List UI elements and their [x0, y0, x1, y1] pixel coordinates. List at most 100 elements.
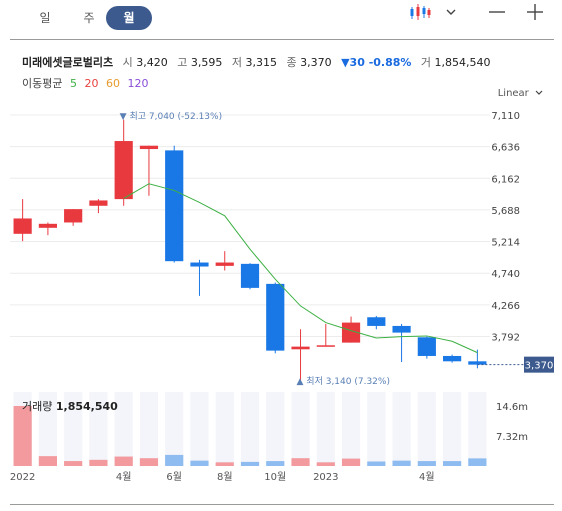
- volume-bar: [316, 462, 335, 466]
- candle-body: [341, 322, 361, 343]
- change-value: ▼30 -0.88%: [341, 56, 412, 69]
- volume-bar: [190, 460, 209, 466]
- candle-body: [240, 263, 260, 288]
- candle-body: [266, 283, 285, 351]
- volume-bar: [38, 456, 57, 466]
- minus-icon[interactable]: [486, 0, 508, 24]
- plus-icon[interactable]: [524, 0, 546, 24]
- y-tick-label: 5,688: [491, 206, 520, 217]
- volume-bg: [139, 392, 159, 466]
- last-price-badge: [524, 356, 554, 373]
- high-label: 고: [177, 56, 188, 69]
- footer-divider: [10, 504, 554, 505]
- scale-mode-label: Linear: [497, 88, 529, 99]
- chevron-down-icon: [535, 90, 543, 95]
- volume-bar: [266, 461, 285, 466]
- tab-week[interactable]: 주: [83, 11, 95, 25]
- y-tick-label: 4,266: [491, 301, 520, 312]
- volume-bar: [139, 458, 159, 466]
- candle-body: [443, 355, 462, 362]
- volume-bar: [417, 461, 436, 466]
- y-tick-label: 6,636: [491, 143, 520, 154]
- volume-bg: [341, 392, 361, 466]
- candle-body: [215, 262, 234, 266]
- close-value: 3,370: [300, 56, 332, 69]
- volume-bar: [367, 461, 386, 466]
- candle-body: [417, 337, 436, 356]
- candle-body: [165, 150, 184, 262]
- volume-bg: [215, 392, 234, 466]
- x-tick-label: 8월: [217, 471, 233, 483]
- volume-bg: [266, 392, 285, 466]
- price-summary: 미래에셋글로벌리츠 시 3,420 고 3,595 저 3,315 종 3,37…: [22, 54, 497, 70]
- x-tick-label: 2022: [10, 472, 35, 483]
- candle-body: [468, 361, 487, 365]
- candle-body: [64, 209, 83, 223]
- volume-bar: [443, 461, 462, 466]
- candle-body: [367, 317, 386, 326]
- ma5-line: [123, 183, 478, 354]
- volume-bg: [64, 392, 83, 466]
- volume-bar: [341, 458, 361, 466]
- volume-bar: [64, 461, 83, 466]
- x-tick-label: 2023: [313, 472, 338, 483]
- volume-bar: [240, 461, 260, 466]
- x-tick-label: 10월: [264, 471, 286, 483]
- tab-month[interactable]: 월: [106, 6, 152, 30]
- open-value: 3,420: [136, 56, 168, 69]
- high-value: 3,595: [190, 56, 223, 69]
- volume-bg: [240, 392, 260, 466]
- candle-body: [13, 218, 32, 234]
- last-price-label: 3,370: [525, 361, 554, 372]
- x-tick-label: 4월: [419, 471, 435, 483]
- y-tick-label: 5,214: [491, 238, 520, 249]
- candle-body: [114, 141, 133, 200]
- candle-body: [89, 200, 108, 206]
- low-label: 저: [231, 56, 242, 69]
- candle-body: [291, 346, 310, 350]
- max-annotation: ▼ 최고 7,040 (-52.13%): [120, 111, 222, 122]
- y-tick-label: 3,792: [491, 332, 520, 343]
- volume-bg: [367, 392, 386, 466]
- candle-body: [392, 325, 411, 333]
- volume-bar: [291, 458, 310, 466]
- volume-bar: [165, 454, 184, 466]
- volume-bg: [443, 392, 462, 466]
- volume-bar: [114, 456, 133, 466]
- close-label: 종: [286, 56, 297, 69]
- ma-5[interactable]: 5: [69, 77, 77, 90]
- stock-name: 미래에셋글로벌리츠: [22, 56, 114, 69]
- x-tick-label: 4월: [116, 471, 132, 483]
- volume-bg: [417, 392, 436, 466]
- volume-y-tick-label: 14.6m: [496, 402, 528, 413]
- ma-label: 이동평균: [22, 77, 63, 90]
- chevron-down-icon[interactable]: [444, 0, 458, 24]
- volume-bg: [89, 392, 108, 466]
- ma-20[interactable]: 20: [84, 77, 99, 90]
- ma-60[interactable]: 60: [105, 77, 120, 90]
- volume-label-short: 거: [420, 56, 432, 69]
- candle-body: [316, 345, 335, 347]
- volume-title: 거래량: [22, 400, 53, 413]
- x-tick-label: 6월: [166, 471, 182, 483]
- open-label: 시: [122, 56, 133, 69]
- volume-bg: [114, 392, 133, 466]
- volume-title-value: 1,854,540: [55, 400, 118, 413]
- candlestick-icon[interactable]: [408, 0, 432, 24]
- scale-mode-dropdown[interactable]: Linear: [498, 88, 544, 99]
- header-divider: [10, 39, 554, 40]
- candle-body: [190, 262, 209, 267]
- volume-bg: [291, 392, 310, 466]
- volume-bar: [392, 460, 411, 466]
- volume-value-short: 1,854,540: [434, 56, 491, 69]
- candle-body: [139, 145, 159, 150]
- tab-day[interactable]: 일: [39, 11, 51, 25]
- volume-bar: [89, 459, 108, 466]
- volume-bar: [215, 462, 234, 466]
- volume-bg: [316, 392, 335, 466]
- low-value: 3,315: [245, 56, 277, 69]
- moving-average-legend: 이동평균 5 20 60 120: [22, 75, 148, 91]
- candle-body: [38, 223, 57, 228]
- ma-120[interactable]: 120: [127, 77, 149, 90]
